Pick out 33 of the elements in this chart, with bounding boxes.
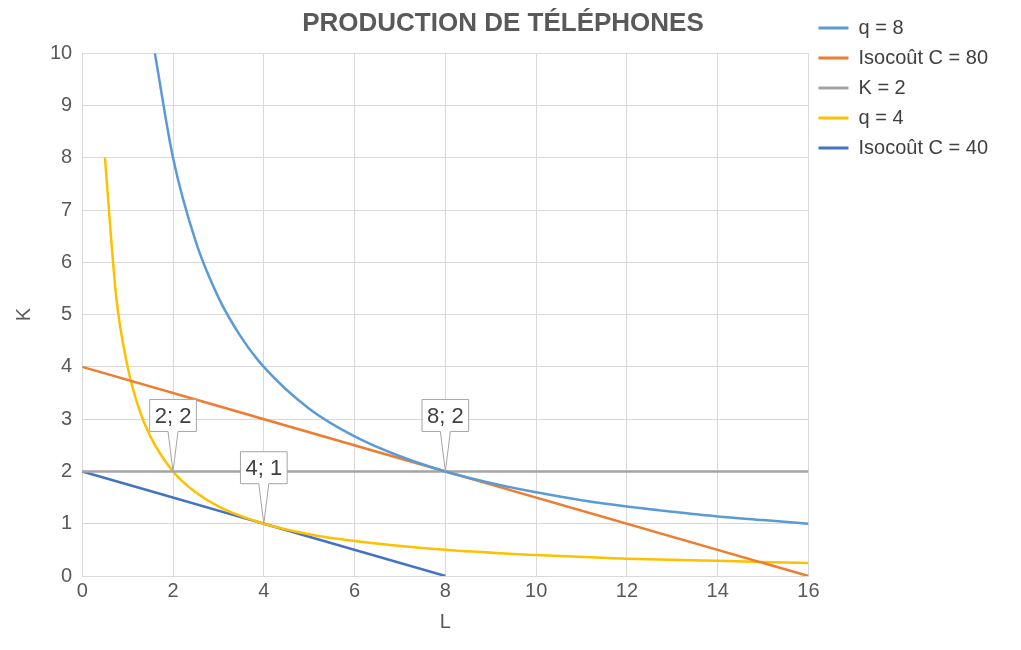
x-tick-label: 10 <box>525 578 548 601</box>
y-tick-label: 0 <box>61 563 73 586</box>
annotation: 4; 1 <box>245 454 283 480</box>
y-tick-label: 3 <box>61 406 73 429</box>
y-tick-label: 1 <box>61 511 73 534</box>
legend-label: q = 4 <box>858 105 904 128</box>
y-axis-title: K <box>11 307 34 322</box>
legend-label: Isocoût C = 80 <box>858 45 989 68</box>
y-tick-label: 9 <box>61 93 73 115</box>
x-tick-label: 6 <box>349 578 361 601</box>
legend-label: Isocoût C = 40 <box>858 135 989 158</box>
x-tick-label: 4 <box>258 578 270 601</box>
x-axis-title: L <box>439 609 451 632</box>
line-series <box>153 53 809 525</box>
y-tick-label: 10 <box>50 40 73 63</box>
annotation: 8; 2 <box>427 402 464 428</box>
x-tick-label: 16 <box>797 578 820 601</box>
y-tick-label: 4 <box>61 354 73 377</box>
chart-title: PRODUCTION DE TÉLÉPHONES <box>302 6 704 37</box>
y-tick-label: 2 <box>61 458 73 481</box>
y-tick-label: 8 <box>61 145 73 168</box>
legend-label: q = 8 <box>858 15 904 38</box>
x-tick-label: 0 <box>76 578 88 601</box>
x-tick-label: 12 <box>615 578 639 601</box>
line-series <box>103 156 809 565</box>
x-tick-label: 8 <box>439 578 451 601</box>
y-tick-label: 5 <box>61 302 73 325</box>
legend-label: K = 2 <box>858 75 906 98</box>
x-tick-label: 2 <box>167 578 179 601</box>
x-tick-label: 14 <box>706 578 729 601</box>
y-tick-label: 7 <box>61 197 73 220</box>
annotation: 2; 2 <box>154 402 192 428</box>
y-tick-label: 6 <box>61 249 73 272</box>
